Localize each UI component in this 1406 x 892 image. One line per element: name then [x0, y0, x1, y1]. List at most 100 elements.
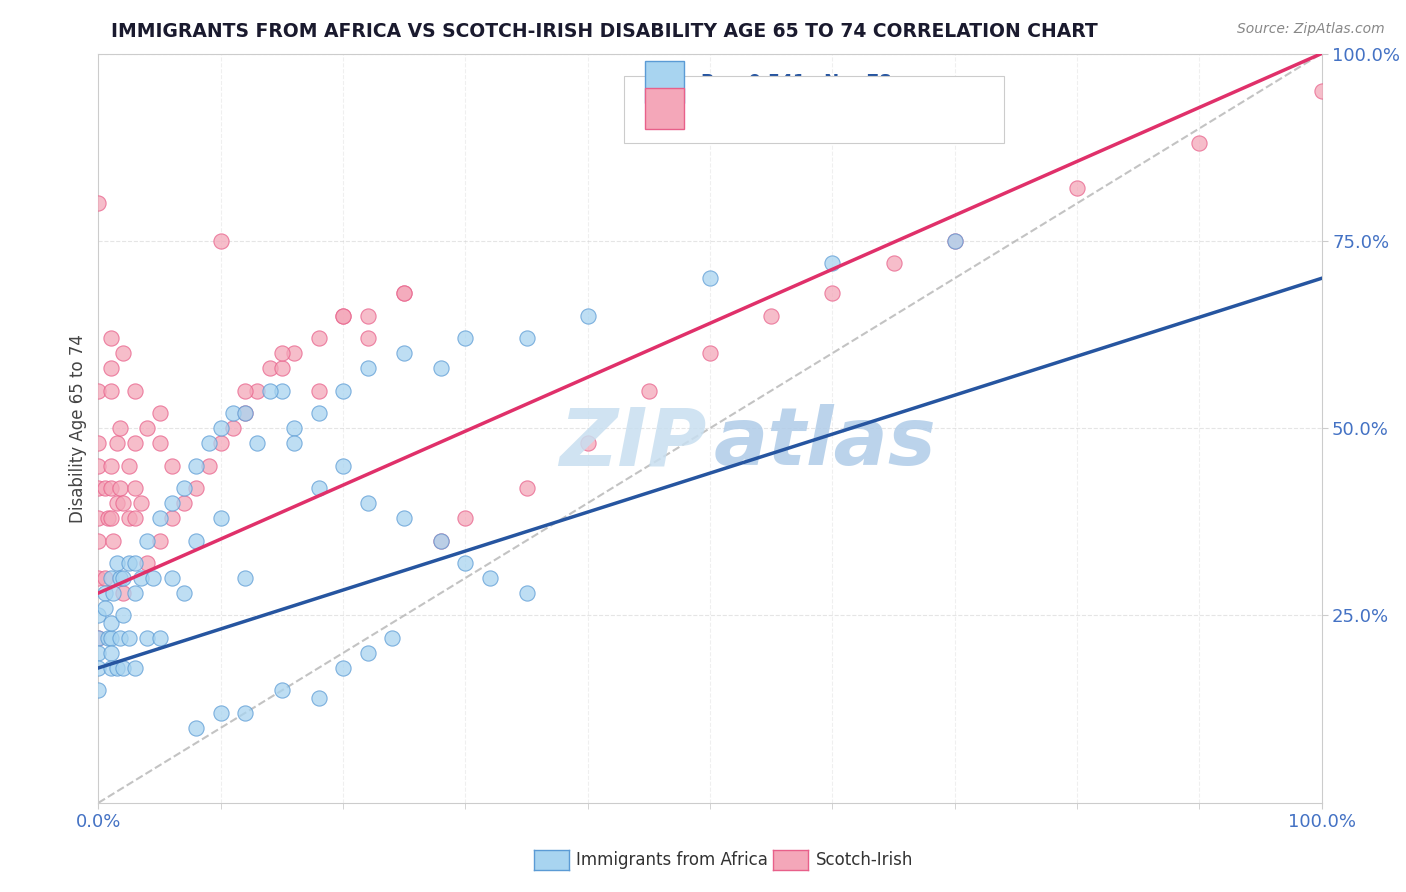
Point: [97, 631, 120, 645]
Point: [87, 481, 110, 495]
Text: R =  0.541   N = 78: R = 0.541 N = 78: [702, 73, 893, 91]
Point: [129, 571, 152, 585]
Point: [160, 571, 183, 585]
Point: [209, 234, 232, 248]
Point: [883, 256, 905, 270]
Point: [1066, 181, 1088, 195]
Point: [111, 571, 134, 585]
Point: [87, 384, 110, 398]
Point: [111, 496, 134, 510]
Point: [110, 421, 132, 435]
Point: [259, 384, 281, 398]
Point: [943, 234, 966, 248]
Point: [478, 571, 501, 585]
Point: [356, 331, 378, 345]
Point: [87, 511, 110, 525]
Point: [332, 458, 354, 473]
Point: [124, 661, 146, 675]
Point: [515, 331, 537, 345]
Bar: [645, 62, 685, 103]
Point: [222, 406, 245, 420]
Point: [136, 421, 159, 435]
Point: [392, 346, 416, 360]
Point: [173, 496, 195, 510]
Point: [93, 571, 115, 585]
Point: [110, 631, 132, 645]
Point: [637, 384, 661, 398]
Point: [356, 646, 378, 660]
Point: [381, 631, 404, 645]
Point: [209, 421, 232, 435]
Point: [761, 309, 783, 323]
Text: IMMIGRANTS FROM AFRICA VS SCOTCH-IRISH DISABILITY AGE 65 TO 74 CORRELATION CHART: IMMIGRANTS FROM AFRICA VS SCOTCH-IRISH D…: [111, 22, 1098, 41]
Point: [87, 661, 110, 675]
Point: [149, 406, 172, 420]
Point: [332, 309, 354, 323]
Point: [118, 458, 141, 473]
Point: [332, 661, 354, 675]
Text: Immigrants from Africa: Immigrants from Africa: [576, 851, 768, 869]
Point: [124, 556, 146, 570]
Point: [270, 384, 294, 398]
Point: [283, 346, 305, 360]
Point: [821, 286, 844, 301]
Point: [186, 533, 208, 548]
Point: [430, 361, 453, 376]
Point: [87, 631, 110, 645]
Point: [87, 683, 110, 698]
Point: [430, 533, 453, 548]
Point: [160, 511, 183, 525]
Point: [222, 421, 245, 435]
Point: [392, 286, 416, 301]
Point: [308, 406, 330, 420]
Point: [105, 556, 128, 570]
Text: R =  0.604   N = 75: R = 0.604 N = 75: [702, 99, 891, 117]
Point: [136, 556, 159, 570]
Text: Scotch-Irish: Scotch-Irish: [815, 851, 912, 869]
Point: [821, 256, 844, 270]
Point: [160, 458, 183, 473]
Point: [283, 436, 305, 450]
Point: [87, 571, 110, 585]
Point: [246, 436, 269, 450]
Point: [100, 571, 122, 585]
Point: [111, 346, 134, 360]
Point: [110, 571, 132, 585]
Point: [124, 384, 146, 398]
Point: [197, 436, 219, 450]
Point: [392, 286, 416, 301]
Point: [87, 608, 110, 623]
Point: [87, 458, 110, 473]
Point: [356, 361, 378, 376]
Point: [186, 458, 208, 473]
Point: [209, 706, 232, 720]
Point: [308, 331, 330, 345]
Point: [129, 496, 152, 510]
Text: ZIP: ZIP: [560, 404, 706, 483]
Point: [186, 481, 208, 495]
Point: [308, 481, 330, 495]
Point: [430, 533, 453, 548]
Point: [1310, 84, 1333, 98]
Point: [173, 481, 195, 495]
Point: [270, 361, 294, 376]
Point: [142, 571, 165, 585]
Point: [87, 196, 110, 211]
Text: atlas: atlas: [714, 404, 936, 483]
Point: [93, 481, 115, 495]
Point: [100, 511, 122, 525]
Point: [308, 384, 330, 398]
Point: [186, 721, 208, 735]
Point: [87, 646, 110, 660]
Point: [943, 234, 966, 248]
Point: [149, 436, 172, 450]
Point: [149, 533, 172, 548]
Point: [454, 511, 477, 525]
Point: [515, 481, 537, 495]
FancyBboxPatch shape: [624, 76, 1004, 144]
Point: [87, 436, 110, 450]
Point: [270, 346, 294, 360]
Point: [160, 496, 183, 510]
Point: [118, 556, 141, 570]
Point: [233, 406, 256, 420]
